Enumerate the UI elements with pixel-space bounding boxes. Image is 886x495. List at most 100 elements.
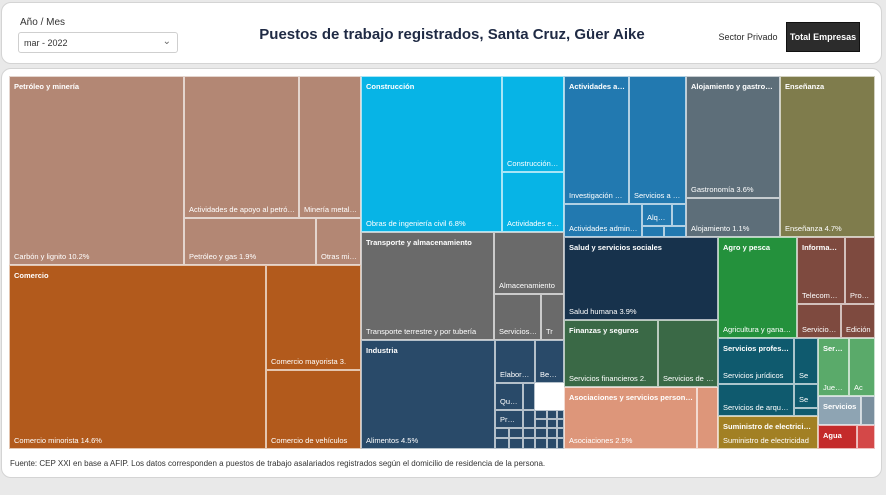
tile-industria-menor[interactable] xyxy=(523,410,535,428)
tile-adm-menor[interactable] xyxy=(664,226,686,237)
tile-comercio-minorista-label: Comercio minorista 14.6% xyxy=(14,436,102,445)
tile-industria-menor[interactable] xyxy=(523,438,535,449)
tile-servicios-otros-menor[interactable] xyxy=(861,396,875,425)
tile-agricultura-ganaderia-label: Agricultura y ganadería xyxy=(723,325,793,334)
sector-privado-button[interactable]: Sector Privado xyxy=(714,22,782,52)
tile-servicios-prof-otro[interactable]: Se xyxy=(794,384,818,408)
chevron-down-icon: ⌄ xyxy=(162,36,171,47)
tile-industria-menor[interactable] xyxy=(523,383,535,410)
tile-actividades-especializadas[interactable]: Actividades especializadas xyxy=(502,172,564,232)
tile-servicios-otros[interactable]: Servicios xyxy=(818,396,861,425)
tile-servicios-prof-otro[interactable]: Se xyxy=(794,338,818,384)
tile-comercio-minorista[interactable]: Comercio Comercio minorista 14.6% xyxy=(9,265,266,449)
tile-alimentos[interactable]: Industria Alimentos 4.5% xyxy=(361,340,495,449)
tile-alojamiento-label: Alojamiento 1.1% xyxy=(691,224,750,233)
tile-construccion-edificios[interactable]: Construcción de edificios xyxy=(502,76,564,172)
tile-industria-menor[interactable] xyxy=(557,410,564,419)
tile-industria-menor[interactable] xyxy=(547,438,557,449)
tile-comercio-mayorista[interactable]: Comercio mayorista 3. xyxy=(266,265,361,370)
tile-bebidas-label: Bebidas xyxy=(540,370,560,379)
tile-almacenamiento[interactable]: Almacenamiento xyxy=(494,232,564,294)
tile-mineria-metalifera[interactable]: Minería metalífera xyxy=(299,76,361,218)
tile-industria-menor[interactable] xyxy=(535,419,547,428)
tile-obras-ingenieria-civil[interactable]: Construcción Obras de ingeniería civil 6.… xyxy=(361,76,502,232)
tile-investigacion-seguridad[interactable]: Actividades administrativas Investigación… xyxy=(564,76,629,204)
tile-agua[interactable]: Agua xyxy=(818,425,857,449)
tile-bebidas[interactable]: Bebidas xyxy=(535,340,564,383)
tile-juegos-header: Servicios xyxy=(823,344,845,353)
tile-gastronomia-label: Gastronomía 3.6% xyxy=(691,185,754,194)
year-month-select[interactable]: mar - 2022 ⌄ xyxy=(18,32,178,53)
tile-servicios-ac[interactable]: Ac xyxy=(849,338,875,396)
tile-transporte-otro[interactable]: Tr xyxy=(541,294,564,340)
tile-servicios-personales[interactable] xyxy=(697,387,718,449)
tile-alquiler[interactable]: Alquiler xyxy=(642,204,672,226)
tile-gastronomia[interactable]: Alojamiento y gastronomía Gastronomía 3.6… xyxy=(686,76,780,198)
tile-industria-menor[interactable] xyxy=(495,438,509,449)
tile-servicios-arquitectura[interactable]: Servicios de arquitectura xyxy=(718,384,794,416)
tile-petroleo-gas[interactable]: Petróleo y gas 1.9% xyxy=(184,218,316,265)
tile-industria-menor[interactable] xyxy=(509,428,523,438)
tile-investigacion-seguridad-label: Investigación y seguridad xyxy=(569,191,625,200)
tile-actividades-apoyo-petroleo[interactable]: Actividades de apoyo al petróleo xyxy=(184,76,299,218)
tile-suministro-electricidad-header: Suministro de electricidad xyxy=(723,422,814,431)
tile-construccion-edificios-label: Construcción de edificios xyxy=(507,159,560,168)
tile-industria-menor[interactable] xyxy=(557,428,564,438)
tile-servicios-juridicos[interactable]: Servicios profesionales Servicios jurídic… xyxy=(718,338,794,384)
tile-servicios-edificios[interactable]: Servicios a edificios xyxy=(629,76,686,204)
tile-industria-menor[interactable] xyxy=(535,438,547,449)
tile-actividades-administrativas-label: Actividades administrativas xyxy=(569,224,638,233)
tile-industria-menor[interactable] xyxy=(547,419,557,428)
tile-quimicos[interactable]: Químicos xyxy=(495,383,523,410)
tile-industria-menor[interactable] xyxy=(535,410,547,419)
tile-obras-ingenieria-civil-label: Obras de ingeniería civil 6.8% xyxy=(366,219,466,228)
tile-servicios-otros-header: Servicios xyxy=(823,402,857,411)
tile-programacion[interactable]: Programación xyxy=(845,237,875,304)
tile-agua-menor[interactable] xyxy=(857,425,875,449)
tile-industria-menor[interactable] xyxy=(495,428,509,438)
total-empresas-button[interactable]: Total Empresas xyxy=(786,22,860,52)
tile-alquiler-label: Alquiler xyxy=(647,213,668,222)
tile-agricultura-ganaderia[interactable]: Agro y pesca Agricultura y ganadería xyxy=(718,237,797,338)
tile-otras-minas[interactable]: Otras minas xyxy=(316,218,361,265)
tile-adm-menor[interactable] xyxy=(642,226,664,237)
tile-adm-menor[interactable] xyxy=(672,204,686,226)
tile-otras-minas-label: Otras minas xyxy=(321,252,357,261)
tile-ensenanza[interactable]: Enseñanza Enseñanza 4.7% xyxy=(780,76,875,237)
tile-servicios-prof-menor[interactable] xyxy=(794,408,818,416)
tile-salud-humana-label: Salud humana 3.9% xyxy=(569,307,637,316)
tile-alimentos-label: Alimentos 4.5% xyxy=(366,436,419,445)
tile-edicion[interactable]: Edición xyxy=(841,304,875,338)
tile-alimentos-header: Industria xyxy=(366,346,398,355)
tile-suministro-electricidad[interactable]: Suministro de electricidad Suministro de … xyxy=(718,416,818,449)
tile-servicios-financieros[interactable]: Finanzas y seguros Servicios financieros … xyxy=(564,320,658,387)
tile-juegos[interactable]: Servicios Juegos xyxy=(818,338,849,396)
tile-comercio-mayorista-label: Comercio mayorista 3. xyxy=(271,357,347,366)
year-month-value: mar - 2022 xyxy=(24,38,68,48)
tile-asociaciones[interactable]: Asociaciones y servicios personales Asoci… xyxy=(564,387,697,449)
tile-salud-humana-header: Salud y servicios sociales xyxy=(569,243,662,252)
tile-servicios-transporte[interactable]: Servicios de transporte xyxy=(494,294,541,340)
tile-telecomunicaciones-label: Telecomunicaciones xyxy=(802,291,841,300)
tile-elaboracion[interactable]: Elaboración xyxy=(495,340,535,383)
tile-industria-menor[interactable] xyxy=(509,438,523,449)
tile-actividades-administrativas[interactable]: Actividades administrativas xyxy=(564,204,642,237)
tile-industria-menor[interactable] xyxy=(535,428,547,438)
tile-comercio-vehiculos[interactable]: Comercio de vehículos xyxy=(266,370,361,449)
tile-industria-menor[interactable] xyxy=(523,428,535,438)
tile-carbon-lignito[interactable]: Petróleo y minería Carbón y lignito 10.2% xyxy=(9,76,184,265)
tile-transporte-terrestre[interactable]: Transporte y almacenamiento Transporte te… xyxy=(361,232,494,340)
tile-alojamiento[interactable]: Alojamiento 1.1% xyxy=(686,198,780,237)
tile-telecomunicaciones[interactable]: Información y comunicaciones Telecomunica… xyxy=(797,237,845,304)
tile-programacion-label: Programación xyxy=(850,291,871,300)
tile-servicios-prof-otro-label: Se xyxy=(799,371,809,380)
tile-industria-menor[interactable] xyxy=(547,428,557,438)
tile-salud-humana[interactable]: Salud y servicios sociales Salud humana 3… xyxy=(564,237,718,320)
tile-comercio-vehiculos-label: Comercio de vehículos xyxy=(271,436,348,445)
tile-industria-menor[interactable] xyxy=(557,419,564,428)
tile-servicios-informacion[interactable]: Servicios de información xyxy=(797,304,841,338)
tile-industria-menor[interactable] xyxy=(547,410,557,419)
tile-productos[interactable]: Productos xyxy=(495,410,523,428)
tile-servicios-seguros[interactable]: Servicios de seguros xyxy=(658,320,718,387)
tile-industria-menor[interactable] xyxy=(557,438,564,449)
